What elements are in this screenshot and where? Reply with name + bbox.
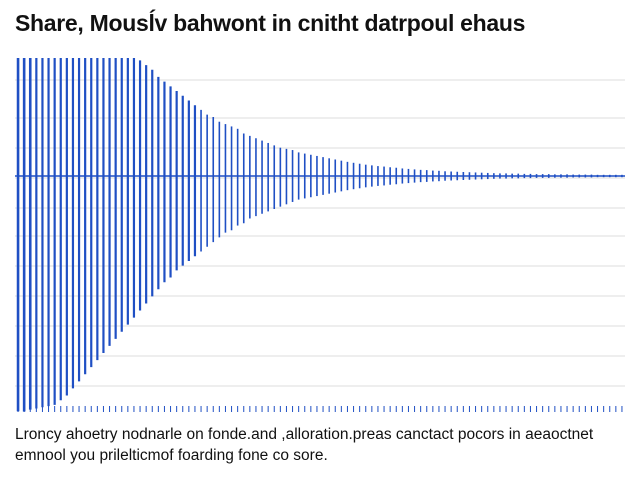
chart-plot [15, 58, 625, 412]
chart-title: Share, Mousĺv bahwont in cnitht datrpou… [15, 10, 526, 36]
chart-caption: Lroncy ahoetry nodnarle on fonde.and ,al… [15, 426, 594, 464]
